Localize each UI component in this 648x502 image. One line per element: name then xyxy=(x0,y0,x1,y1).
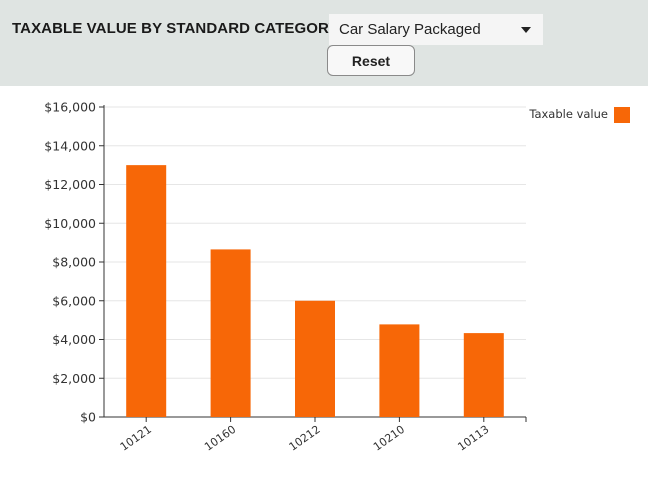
bar xyxy=(295,300,335,417)
y-tick-label: $6,000 xyxy=(52,293,96,308)
bar xyxy=(210,249,251,417)
bar xyxy=(379,324,420,417)
y-tick-label: $16,000 xyxy=(44,100,96,115)
y-tick-label: $12,000 xyxy=(44,177,96,192)
y-tick-label: $2,000 xyxy=(52,371,96,386)
filter-toolbar: TAXABLE VALUE BY STANDARD CATEGORY Car S… xyxy=(0,0,648,86)
legend-label: Taxable value xyxy=(528,107,608,121)
y-tick-label: $10,000 xyxy=(44,216,96,231)
y-tick-label: $4,000 xyxy=(52,332,96,347)
legend-swatch xyxy=(614,107,630,123)
reset-button[interactable]: Reset xyxy=(327,45,415,76)
x-tick-label: 10210 xyxy=(371,423,407,454)
bar xyxy=(126,165,167,417)
bar-chart: $0 $2,000 $4,000 $6,000 $8,000 $10,000 $12,000… xyxy=(44,100,630,454)
chart-container: $0 $2,000 $4,000 $6,000 $8,000 $10,000 $12,000… xyxy=(0,86,648,497)
y-tick-label: $0 xyxy=(80,410,96,425)
category-select-value: Car Salary Packaged xyxy=(339,21,481,38)
chevron-down-icon xyxy=(521,27,531,33)
y-tick-label: $14,000 xyxy=(44,138,96,153)
page-title: TAXABLE VALUE BY STANDARD CATEGORY xyxy=(12,20,339,37)
x-tick-label: 10160 xyxy=(202,423,238,454)
x-tick-label: 10212 xyxy=(287,423,323,454)
y-tick-label: $8,000 xyxy=(52,255,96,270)
x-tick-label: 10113 xyxy=(455,423,491,454)
x-tick-label: 10121 xyxy=(118,423,154,454)
category-select[interactable]: Car Salary Packaged xyxy=(329,14,543,45)
bar xyxy=(463,333,504,417)
